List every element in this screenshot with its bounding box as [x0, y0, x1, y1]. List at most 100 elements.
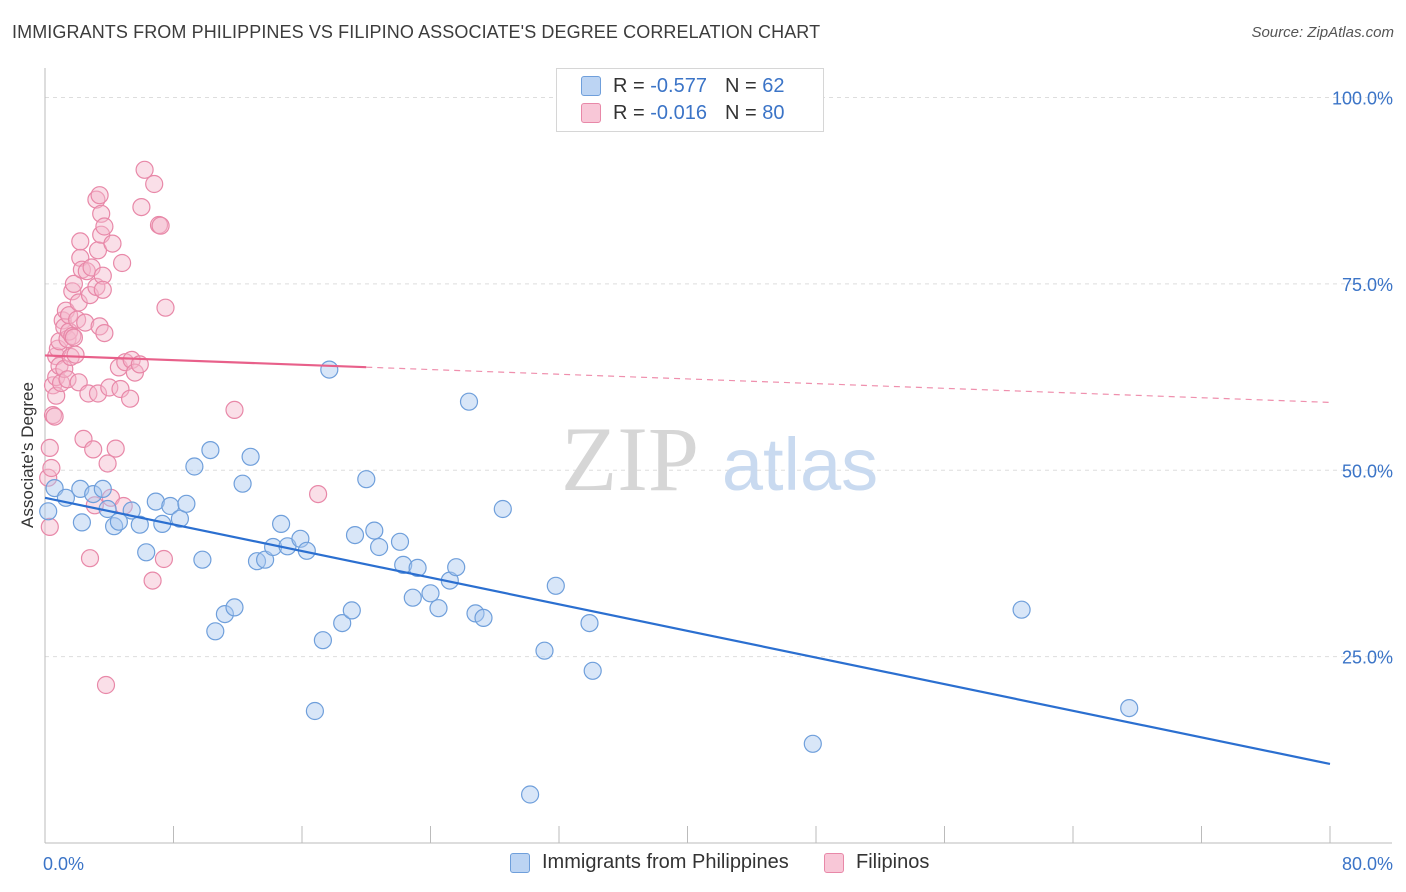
point-philippines — [429, 599, 448, 618]
point-philippines — [161, 496, 180, 516]
point-filipinos — [132, 198, 151, 217]
point-philippines — [84, 485, 103, 504]
bottom-legend-philippines: Immigrants from Philippines — [510, 851, 789, 874]
point-philippines — [72, 513, 92, 532]
point-philippines — [580, 613, 599, 633]
point-filipinos — [39, 468, 58, 487]
point-philippines — [345, 525, 365, 545]
point-philippines — [459, 392, 479, 411]
point-filipinos — [69, 293, 88, 312]
point-filipinos — [135, 160, 154, 179]
point-filipinos — [40, 438, 59, 457]
point-philippines — [403, 588, 422, 607]
point-filipinos — [90, 186, 109, 205]
point-philippines — [233, 474, 252, 493]
bottom-legend-label-filipinos: Filipinos — [856, 851, 930, 873]
point-filipinos — [96, 675, 116, 695]
point-filipinos — [154, 549, 173, 569]
legend-n-label: N = — [724, 74, 757, 97]
legend-row-philippines: R = -0.577 N = 62 — [581, 73, 784, 99]
point-filipinos — [93, 266, 112, 285]
point-philippines — [394, 555, 413, 575]
point-philippines — [305, 701, 324, 721]
point-filipinos — [42, 458, 61, 478]
point-philippines — [206, 622, 225, 641]
point-philippines — [1012, 600, 1031, 619]
point-filipinos — [66, 345, 85, 364]
legend-r-value-filipinos: -0.016 — [650, 101, 707, 124]
point-philippines — [201, 441, 220, 460]
point-philippines — [170, 509, 189, 528]
trend-line-filipinos-extension — [366, 366, 1331, 404]
legend-r-label: R = — [613, 74, 645, 97]
point-philippines — [137, 543, 156, 562]
point-filipinos — [45, 407, 64, 426]
point-philippines — [421, 584, 440, 603]
point-philippines — [408, 558, 427, 578]
point-filipinos — [111, 379, 130, 399]
y-axis-label: Associate's Degree — [18, 382, 37, 528]
point-philippines — [1120, 698, 1139, 718]
point-philippines — [313, 631, 332, 650]
point-filipinos — [145, 174, 164, 194]
point-filipinos — [93, 280, 112, 299]
point-filipinos — [106, 439, 125, 458]
tick-labels: 25.0% 50.0% 75.0% 100.0% 0.0% 80.0% — [43, 89, 1393, 875]
point-filipinos — [76, 313, 95, 332]
point-filipinos — [64, 328, 84, 347]
y-tick-label: 25.0% — [1342, 648, 1393, 668]
grid-lines — [45, 97, 1392, 658]
data-points — [39, 160, 1139, 804]
legend-n-value-filipinos: 80 — [762, 101, 785, 124]
point-philippines — [357, 470, 376, 489]
point-filipinos — [58, 329, 77, 349]
point-philippines — [177, 494, 196, 513]
point-philippines — [583, 661, 602, 680]
point-filipinos — [84, 440, 103, 459]
point-philippines — [93, 479, 112, 498]
x-tick-label: 0.0% — [43, 854, 84, 874]
point-philippines — [803, 734, 822, 753]
point-filipinos — [95, 217, 114, 236]
watermark-atlas: atlas — [722, 423, 878, 506]
point-philippines — [225, 598, 244, 617]
point-philippines — [241, 447, 260, 466]
bottom-legend-swatch-pink — [824, 852, 844, 873]
y-tick-label: 75.0% — [1342, 275, 1393, 295]
correlation-legend: R = -0.577 N = 62 R = -0.016 N = 80 — [556, 68, 824, 132]
point-philippines — [185, 457, 204, 476]
point-philippines — [193, 550, 212, 569]
point-philippines — [390, 532, 410, 551]
point-filipinos — [103, 234, 122, 253]
x-tick-label: 80.0% — [1342, 854, 1393, 874]
point-filipinos — [64, 274, 84, 293]
point-philippines — [342, 601, 361, 620]
legend-row-filipinos: R = -0.016 N = 80 — [581, 100, 784, 126]
legend-swatch-pink — [581, 103, 601, 123]
point-philippines — [320, 360, 339, 379]
point-filipinos — [98, 454, 117, 473]
point-philippines — [39, 502, 58, 521]
trend-lines — [44, 354, 1331, 766]
legend-r-value-philippines: -0.577 — [650, 74, 707, 97]
trend-line-philippines — [44, 496, 1331, 766]
legend-n-value-philippines: 62 — [762, 74, 785, 97]
point-filipinos — [151, 216, 170, 235]
point-filipinos — [112, 253, 132, 273]
legend-r-label: R = — [613, 101, 645, 124]
point-philippines — [447, 558, 466, 577]
trend-line-filipinos — [44, 354, 367, 369]
point-filipinos — [225, 400, 244, 419]
y-tick-label: 50.0% — [1342, 461, 1393, 481]
point-filipinos — [309, 485, 328, 504]
point-filipinos — [79, 384, 98, 403]
chart-title: IMMIGRANTS FROM PHILIPPINES VS FILIPINO … — [12, 22, 821, 42]
point-philippines — [333, 613, 352, 633]
point-filipinos — [80, 549, 100, 568]
point-philippines — [520, 785, 540, 804]
point-filipinos — [58, 370, 77, 389]
point-philippines — [546, 576, 565, 595]
watermark-zip: ZIP — [561, 408, 699, 510]
point-filipinos — [88, 384, 108, 403]
